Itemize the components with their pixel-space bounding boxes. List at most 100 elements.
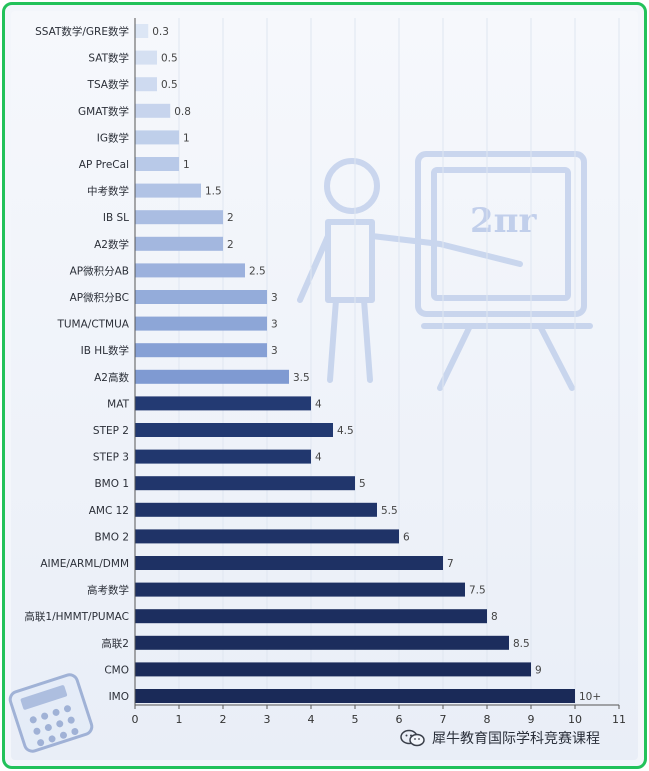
- x-tick-label: 2: [220, 713, 227, 726]
- data-label: 3.5: [293, 372, 310, 384]
- data-label: 2.5: [249, 265, 266, 277]
- category-label: IB HL数学: [81, 344, 129, 357]
- data-label: 4.5: [337, 425, 354, 437]
- bar: [135, 157, 179, 171]
- category-label: MAT: [107, 398, 129, 410]
- data-label: 7.5: [469, 585, 486, 597]
- bar: [135, 476, 355, 491]
- category-label: STEP 2: [93, 425, 129, 437]
- bar: [135, 396, 311, 411]
- teacher-illustration: [297, 151, 593, 391]
- bar: [135, 263, 245, 278]
- category-label: AMC 12: [89, 505, 129, 517]
- x-tick-label: 5: [352, 713, 359, 726]
- calculator-icon: [8, 673, 94, 753]
- data-label: 9: [535, 664, 542, 676]
- footer: 犀牛教育国际学科竞赛课程: [400, 728, 600, 748]
- data-label: 6: [403, 531, 410, 543]
- bar: [135, 635, 509, 650]
- x-tick-label: 9: [528, 713, 535, 726]
- data-label: 4: [315, 452, 322, 464]
- footer-text: 犀牛教育国际学科竞赛课程: [432, 731, 600, 747]
- x-tick-label: 3: [264, 713, 271, 726]
- category-label: SSAT数学/GRE数学: [35, 25, 129, 38]
- data-label: 0.5: [161, 79, 178, 91]
- bar: [135, 689, 575, 703]
- chart-panel: [11, 11, 638, 760]
- grid: [134, 18, 620, 705]
- bar: [135, 103, 171, 118]
- x-tick-label: 4: [308, 713, 315, 726]
- data-label: 8: [491, 611, 498, 623]
- data-label: 3: [271, 319, 278, 331]
- bar: [135, 236, 223, 251]
- bar: [135, 582, 465, 597]
- data-label: 5.5: [381, 505, 398, 517]
- bar: [135, 130, 179, 145]
- category-label: IB SL: [103, 212, 129, 224]
- category-label: BMO 1: [94, 478, 129, 490]
- data-label: 1: [183, 159, 190, 171]
- category-label: CMO: [104, 664, 129, 676]
- category-label: TSA数学: [87, 78, 129, 91]
- category-label: 高联2: [101, 637, 129, 650]
- category-label: AP微积分AB: [70, 264, 129, 277]
- data-label: 3: [271, 345, 278, 357]
- x-tick-label: 6: [396, 713, 403, 726]
- easel-board-icon: [415, 151, 593, 391]
- category-label: AP微积分BC: [70, 291, 129, 304]
- bar: [135, 369, 289, 384]
- board-formula: 2πr: [470, 201, 538, 241]
- data-label: 5: [359, 478, 366, 490]
- bar: [135, 423, 333, 437]
- category-label: BMO 2: [94, 531, 129, 543]
- teacher-icon: [297, 158, 523, 383]
- bar: [135, 210, 223, 225]
- bar: [135, 662, 531, 677]
- data-label: 3: [271, 292, 278, 304]
- bar: [135, 24, 149, 38]
- bars: SSAT数学/GRE数学 0.3 SAT数学 0.5 TSA数学 0.5 GMAT数学 0.8…: [24, 24, 601, 703]
- data-label: 1.5: [205, 186, 222, 198]
- x-tick-label: 11: [612, 713, 626, 726]
- category-label: AIME/ARML/DMM: [40, 558, 129, 570]
- bar: [135, 502, 377, 517]
- data-label: 0.5: [161, 53, 178, 65]
- data-label: 7: [447, 558, 454, 570]
- data-label: 1: [183, 132, 190, 144]
- x-tick-label: 0: [132, 713, 139, 726]
- category-label: STEP 3: [93, 452, 129, 464]
- category-label: 高联1/HMMT/PUMAC: [24, 610, 129, 623]
- x-tick-label: 1: [176, 713, 183, 726]
- category-label: IG数学: [97, 131, 129, 144]
- data-label: 10+: [579, 691, 601, 703]
- data-label: 0.8: [174, 106, 191, 118]
- data-label: 4: [315, 398, 322, 410]
- bar: [135, 290, 267, 304]
- category-label: A2数学: [94, 238, 129, 251]
- wechat-icon: [400, 729, 426, 747]
- x-tick-label: 10: [568, 713, 582, 726]
- x-tick-label: 8: [484, 713, 491, 726]
- x-axis: 0 1 2 3 4 5 6 7 8 9 10 11: [132, 18, 626, 726]
- category-label: A2高数: [94, 371, 129, 384]
- category-label: AP PreCal: [79, 159, 129, 171]
- bar: [135, 556, 443, 570]
- bar: [135, 316, 267, 331]
- category-label: IMO: [109, 691, 129, 703]
- data-label: 2: [227, 212, 234, 224]
- category-label: GMAT数学: [78, 105, 129, 118]
- category-label: SAT数学: [88, 52, 129, 65]
- bar: [135, 183, 201, 198]
- bar: [135, 343, 267, 358]
- x-tick-label: 7: [440, 713, 447, 726]
- bar: [135, 529, 399, 544]
- data-label: 2: [227, 239, 234, 251]
- category-label: 中考数学: [87, 185, 129, 198]
- category-label: TUMA/CTMUA: [56, 319, 129, 331]
- bar: [135, 449, 311, 464]
- bar: [135, 77, 157, 92]
- data-label: 0.3: [152, 26, 169, 38]
